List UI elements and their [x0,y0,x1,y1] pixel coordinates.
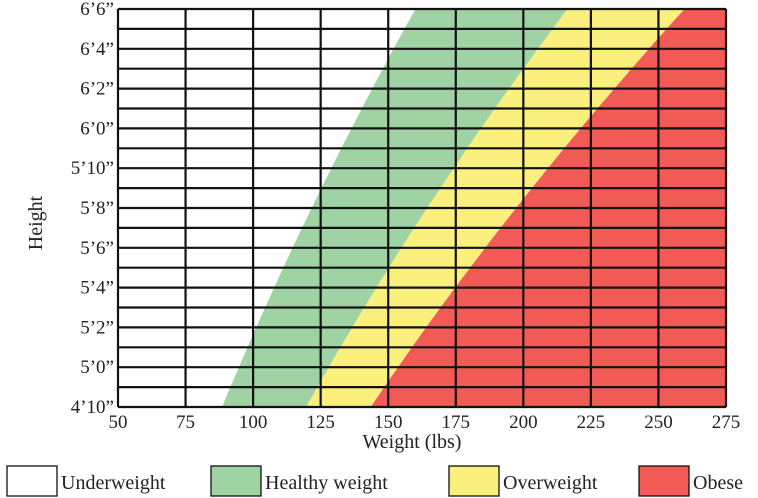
y-tick-label: 5’2” [80,317,114,338]
x-tick-label: 225 [577,412,606,433]
legend: Underweight Healthy weight Overweight Obese [6,465,743,497]
y-tick-label: 4’10” [71,397,114,418]
y-axis-label: Height [25,195,47,250]
x-axis-label: Weight (lbs) [363,431,462,453]
legend-label: Obese [693,472,743,494]
x-tick-label: 250 [644,412,673,433]
x-tick-label: 200 [509,412,538,433]
x-tick-label: 275 [712,412,741,433]
legend-label: Overweight [503,472,598,494]
legend-swatch [638,465,690,497]
legend-overweight: Overweight [448,465,598,497]
legend-label: Underweight [61,472,166,494]
y-tick-label: 5’4” [80,278,114,299]
y-axis-ticks: 6’6” 6’4” 6’2” 6’0” 5’10” 5’8” 5’6” 5’4” 5’2” 5’0… [71,0,114,418]
x-tick-label: 125 [306,412,335,433]
x-axis-ticks: 50 75 100 125 150 175 200 225 250 275 [109,412,741,433]
y-tick-label: 6’0” [80,118,114,139]
y-tick-label: 6’4” [80,39,114,60]
legend-swatch [448,465,500,497]
x-tick-label: 100 [239,412,268,433]
y-tick-label: 5’10” [71,158,114,179]
legend-underweight: Underweight [6,465,166,497]
legend-healthy: Healthy weight [210,465,388,497]
x-tick-label: 175 [442,412,471,433]
x-tick-label: 50 [109,412,128,433]
grid-lines [116,7,728,409]
y-tick-label: 6’6” [80,0,114,20]
legend-swatch [210,465,262,497]
y-tick-label: 6’2” [80,79,114,100]
legend-label: Healthy weight [265,472,388,494]
legend-obese: Obese [638,465,743,497]
y-tick-label: 5’0” [80,357,114,378]
x-tick-label: 150 [374,412,403,433]
legend-swatch [6,465,58,497]
y-tick-label: 5’8” [80,198,114,219]
x-tick-label: 75 [176,412,195,433]
y-tick-label: 5’6” [80,238,114,259]
